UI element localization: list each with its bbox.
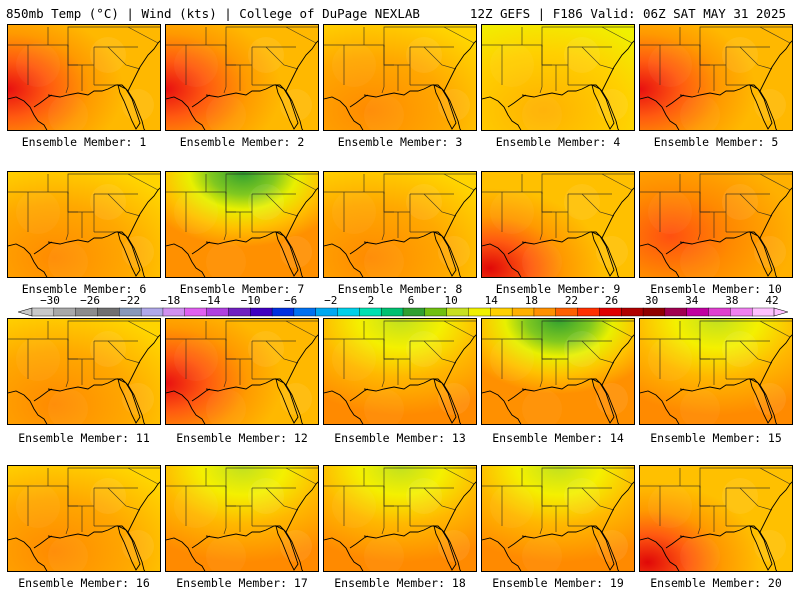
- ensemble-member-label: Ensemble Member: 8: [337, 282, 463, 296]
- ensemble-member-map: [165, 318, 319, 425]
- ensemble-member-map: [7, 465, 161, 572]
- ensemble-member-map: [323, 318, 477, 425]
- title-left: 850mb Temp (°C) | Wind (kts) | College o…: [6, 6, 420, 21]
- ensemble-member-map: [481, 171, 635, 278]
- ensemble-member-label: Ensemble Member: 5: [653, 135, 779, 149]
- colorbar-tick-label: 10: [444, 294, 458, 307]
- colorbar-tick-label: 2: [367, 294, 375, 307]
- ensemble-member-label: Ensemble Member: 19: [492, 576, 624, 590]
- colorbar-tick-label: 42: [765, 294, 779, 307]
- ensemble-member-map: [165, 465, 319, 572]
- colorbar-right-arrow: [773, 307, 788, 317]
- colorbar-tick-label: −22: [120, 294, 141, 307]
- ensemble-member-map: [639, 24, 793, 131]
- colorbar-labels: −30 −26 −22 −18 −14 −10 −6 −2 2 6 10 14 18 22 26 30 34 38…: [18, 294, 788, 310]
- ensemble-member-label: Ensemble Member: 17: [176, 576, 308, 590]
- ensemble-member-map: [639, 318, 793, 425]
- ensemble-member-map: [481, 318, 635, 425]
- ensemble-member-map: [323, 24, 477, 131]
- ensemble-member-map: [7, 318, 161, 425]
- ensemble-member-map: [481, 465, 635, 572]
- ensemble-member-map: [323, 171, 477, 278]
- ensemble-member-map: [639, 171, 793, 278]
- temperature-colorbar: [18, 307, 788, 317]
- colorbar-tick-label: −2: [324, 294, 338, 307]
- colorbar-tick-label: 26: [604, 294, 619, 307]
- ensemble-member-label: Ensemble Member: 1: [21, 135, 147, 149]
- ensemble-member-map: [481, 24, 635, 131]
- colorbar-tick-label: −6: [284, 294, 298, 307]
- colorbar-tick-label: 14: [484, 294, 498, 307]
- ensemble-member-map: [165, 171, 319, 278]
- ensemble-member-label: Ensemble Member: 15: [650, 431, 782, 445]
- colorbar-tick-label: −30: [40, 294, 60, 307]
- colorbar-tick-label: −10: [240, 294, 261, 307]
- colorbar-tick-label: 30: [645, 294, 659, 307]
- ensemble-member-label: Ensemble Member: 4: [495, 135, 621, 149]
- ensemble-member-label: Ensemble Member: 2: [179, 135, 305, 149]
- ensemble-member-label: Ensemble Member: 18: [334, 576, 466, 590]
- ensemble-member-label: Ensemble Member: 6: [21, 282, 147, 296]
- ensemble-member-label: Ensemble Member: 13: [334, 431, 466, 445]
- ensemble-member-label: Ensemble Member: 10: [650, 282, 782, 296]
- ensemble-member-label: Ensemble Member: 14: [492, 431, 624, 445]
- ensemble-member-map: [639, 465, 793, 572]
- colorbar-tick-label: 22: [564, 294, 579, 307]
- title-right: 12Z GEFS | F186 Valid: 06Z SAT MAY 31 20…: [469, 6, 786, 21]
- colorbar-tick-label: −14: [200, 294, 221, 307]
- ensemble-member-label: Ensemble Member: 20: [650, 576, 782, 590]
- colorbar-tick-label: 18: [524, 294, 538, 307]
- colorbar-tick-label: 34: [685, 294, 699, 307]
- ensemble-member-label: Ensemble Member: 7: [179, 282, 305, 296]
- ensemble-member-label: Ensemble Member: 16: [18, 576, 150, 590]
- ensemble-member-map: [7, 171, 161, 278]
- colorbar-tick-label: 6: [407, 294, 415, 307]
- colorbar-tick-label: −26: [80, 294, 101, 307]
- ensemble-member-label: Ensemble Member: 3: [337, 135, 463, 149]
- ensemble-member-label: Ensemble Member: 12: [176, 431, 308, 445]
- ensemble-member-map: [7, 24, 161, 131]
- ensemble-member-label: Ensemble Member: 9: [495, 282, 621, 296]
- ensemble-member-map: [165, 24, 319, 131]
- ensemble-member-label: Ensemble Member: 11: [18, 431, 150, 445]
- colorbar-tick-label: 38: [725, 294, 739, 307]
- colorbar-tick-label: −18: [160, 294, 181, 307]
- ensemble-member-map: [323, 465, 477, 572]
